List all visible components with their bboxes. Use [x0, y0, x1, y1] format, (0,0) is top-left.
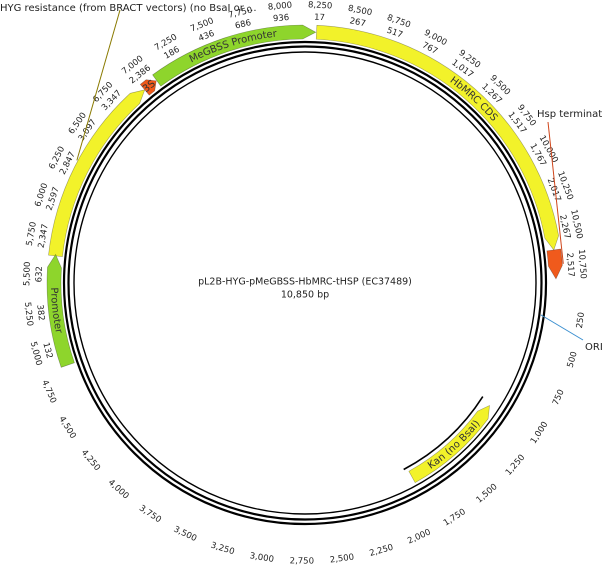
feature-arrow [48, 89, 146, 257]
feature-arrow [139, 79, 157, 96]
callout-line [540, 314, 584, 341]
tick-label: 3,750 [137, 503, 163, 525]
tick-label: 500 [566, 351, 580, 369]
feature-arrow [46, 253, 75, 368]
tick-label: 10,750 [576, 249, 588, 279]
callout-line [547, 121, 564, 264]
feature-offset-label: 267 [349, 16, 367, 29]
tick-label: 4,000 [106, 478, 131, 502]
feature-arrow [315, 24, 559, 251]
tick-label: 8,500 [347, 4, 373, 19]
feature-offset-label: 936 [273, 13, 290, 24]
feature-offset-label: 686 [234, 18, 252, 32]
tick-label: 5,250 [22, 301, 35, 326]
tick-label: 3,500 [172, 525, 198, 545]
backbone-outer [62, 40, 548, 526]
feature-offset-label: 632 [34, 266, 45, 283]
tick-label: 5,750 [25, 221, 39, 247]
feature-arrow [408, 404, 490, 484]
callout-line [76, 9, 121, 161]
tick-label: 4,750 [39, 379, 58, 405]
callout-label: Hsp terminator [537, 109, 602, 120]
tick-label: 1,000 [529, 420, 551, 446]
inner-circle [73, 51, 537, 515]
tick-label: 5,500 [22, 262, 33, 287]
feature-track-line [403, 396, 484, 471]
feature-offset-label: 2,347 [37, 223, 51, 249]
tick-label: 3,000 [249, 551, 275, 565]
feature-offset-label: 132 [40, 342, 54, 360]
tick-label: 8,250 [308, 0, 333, 11]
tick-label: 2,250 [368, 543, 394, 559]
backbone-inner [67, 45, 543, 521]
feature-offset-label: 17 [314, 13, 325, 24]
map-title: pL2B-HYG-pMeGBSS-HbMRC-tHSP (EC37489) [198, 277, 412, 288]
feature-offset-label: 2,517 [564, 252, 576, 277]
tick-label: 2,000 [406, 527, 432, 546]
feature-arrow [152, 24, 317, 87]
tick-label: 1,750 [442, 507, 468, 529]
callout-label: ORI [585, 342, 602, 353]
tick-label: 8,000 [267, 1, 292, 13]
tick-label: 4,500 [56, 415, 77, 441]
tick-label: 250 [575, 312, 587, 329]
feature-offset-label: 382 [34, 304, 46, 321]
map-length: 10,850 bp [281, 290, 329, 301]
tick-label: 2,750 [290, 556, 314, 566]
tick-label: 2,500 [329, 552, 354, 565]
feature-arrow [546, 248, 563, 280]
tick-label: 1,500 [475, 482, 500, 505]
tick-label: 750 [551, 388, 567, 407]
tick-label: 1,250 [504, 453, 527, 478]
tick-label: 4,250 [79, 448, 102, 473]
tick-label: 3,250 [209, 541, 235, 558]
callout-label: HYG resistance (from BRACT vectors) (no … [0, 3, 257, 14]
